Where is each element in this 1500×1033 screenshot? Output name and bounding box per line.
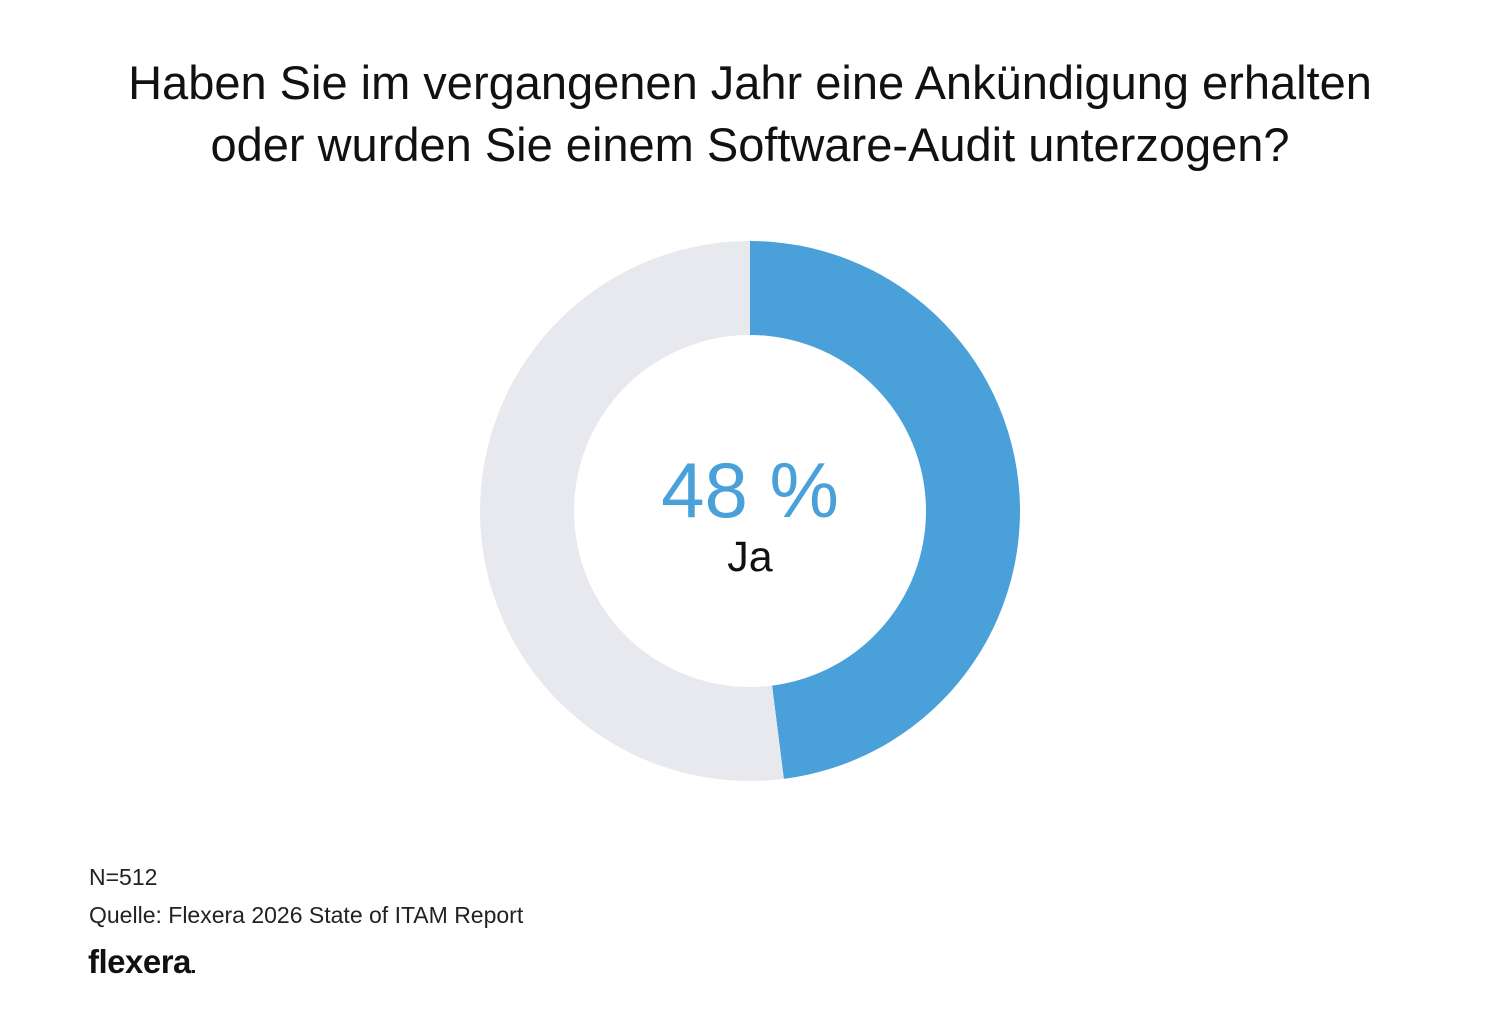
- logo-dot-icon: [191, 970, 195, 973]
- logo-text: flexera: [88, 943, 191, 980]
- chart-title: Haben Sie im vergangenen Jahr eine Ankün…: [0, 52, 1500, 176]
- chart-title-line-2: oder wurden Sie einem Software-Audit unt…: [210, 118, 1290, 171]
- source-note: Quelle: Flexera 2026 State of ITAM Repor…: [89, 902, 524, 928]
- donut-slice-ja: [750, 241, 1020, 779]
- flexera-logo: flexera: [88, 940, 195, 984]
- sample-size-note: N=512: [89, 864, 158, 890]
- center-value-label: 48 %: [661, 446, 839, 534]
- center-category-label: Ja: [727, 533, 773, 581]
- chart-title-line-1: Haben Sie im vergangenen Jahr eine Ankün…: [128, 56, 1372, 109]
- donut-slice-remainder: [480, 241, 784, 782]
